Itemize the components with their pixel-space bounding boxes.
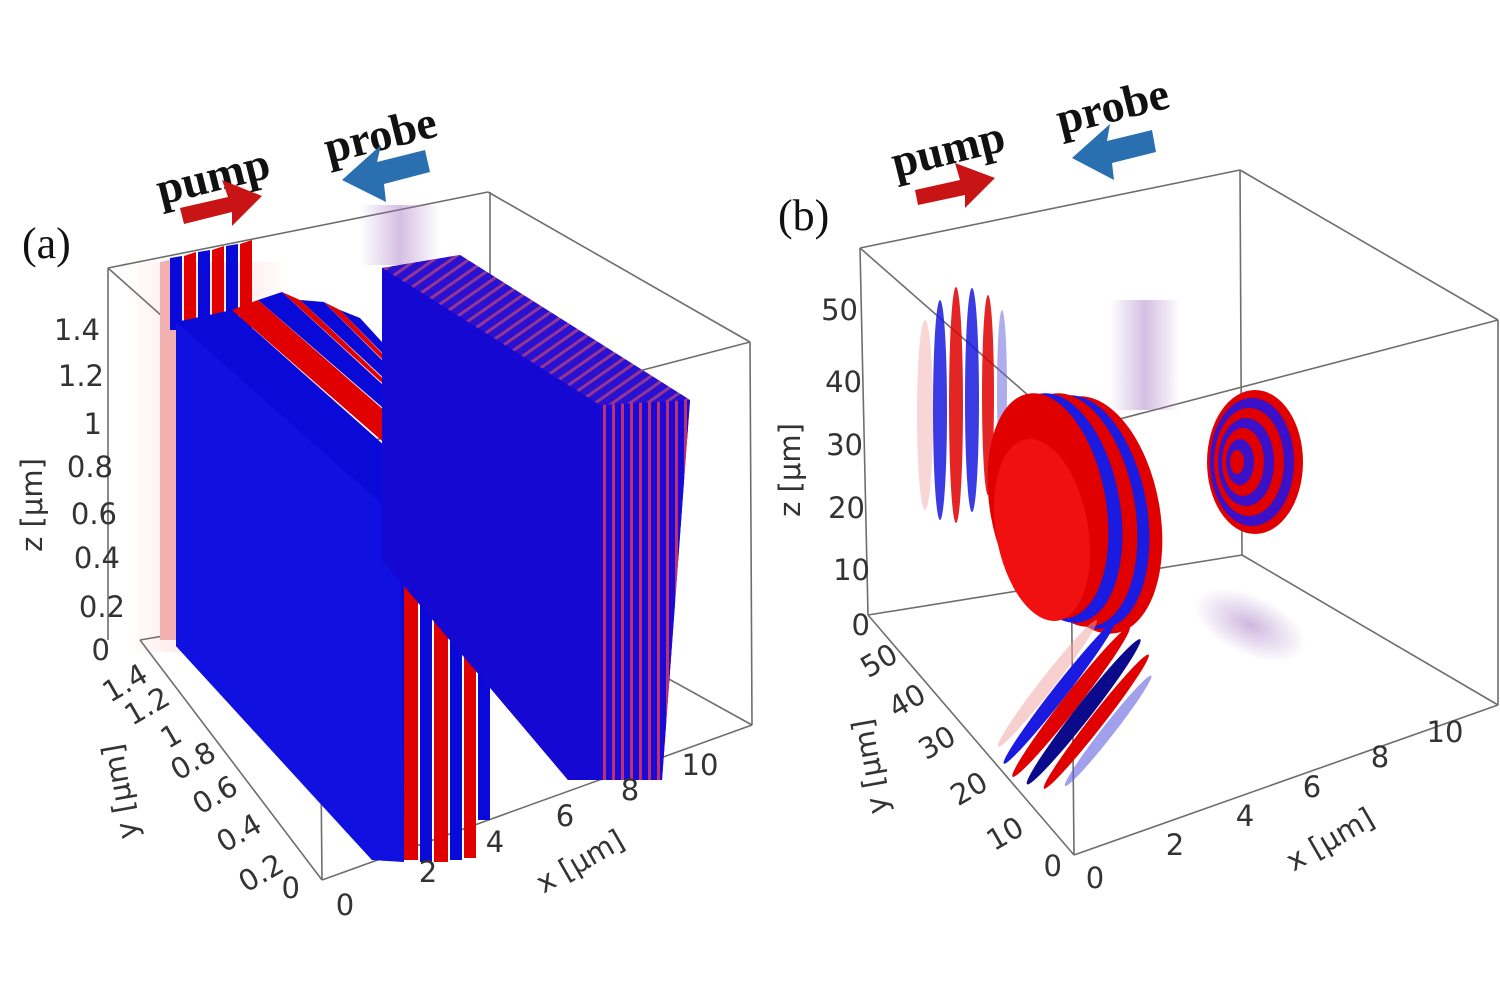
panel-a-pump-sheets (160, 240, 490, 862)
panel-a-z-label: z [μm] (15, 458, 49, 552)
panel-a: (a) pump probe (15, 96, 753, 922)
panel-a-x-tick: 8 (621, 773, 639, 807)
panel-b-z-tick: 10 (833, 553, 870, 587)
panel-a-y-tick: 0.4 (211, 807, 268, 860)
panel-b-x-tick: 4 (1236, 799, 1254, 833)
panel-b-z-label: z [μm] (773, 423, 807, 517)
panel-b-y-label: y [μm] (845, 717, 895, 817)
panel-a-probe-fringe (360, 205, 440, 265)
panel-a-x-label: x [μm] (530, 823, 630, 900)
panel-b-z-tick: 40 (825, 365, 862, 399)
panel-b-x-tick: 0 (1086, 861, 1104, 895)
panel-b-probe-disc (1207, 390, 1303, 534)
panel-b-z-tick: 50 (821, 293, 858, 327)
panel-a-z-tick: 1 (84, 407, 102, 441)
panel-b-y-tick: 0 (1044, 849, 1062, 883)
panel-a-x-tick: 0 (336, 888, 354, 922)
panel-b-x-tick: 8 (1371, 740, 1389, 774)
panel-b-y-tick: 30 (913, 719, 962, 767)
panel-b-y-tick: 40 (883, 677, 932, 725)
panel-b-y-tick: 50 (855, 637, 904, 685)
panel-b-probe-arrow-icon (1072, 124, 1156, 180)
panel-a-probe-block (382, 255, 690, 780)
panel-b-pump-arrow-icon (915, 163, 995, 208)
panel-a-z-axis: 0 0.2 0.4 0.6 0.8 1 1.2 1.4 z [μm] (15, 313, 125, 667)
panel-a-z-tick: 0.4 (74, 541, 120, 575)
panel-a-x-tick: 6 (556, 799, 574, 833)
panel-a-z-tick: 0 (92, 633, 110, 667)
panel-a-z-tick: 0.2 (79, 590, 125, 624)
panel-b-x-tick: 2 (1166, 828, 1184, 862)
panel-a-z-tick: 0.8 (67, 450, 113, 484)
panel-b-y-tick: 20 (945, 765, 994, 813)
panel-a-x-tick: 2 (419, 855, 437, 889)
panel-b-y-tick: 10 (981, 810, 1030, 858)
panel-b-x-axis: 0 2 4 6 8 10 x [μm] (1086, 715, 1464, 895)
panel-b-z-tick: 20 (828, 491, 865, 525)
panel-b-label: (b) (778, 191, 829, 240)
panel-b-x-tick: 6 (1303, 770, 1321, 804)
panel-b-z-axis: 0 10 20 30 40 50 z [μm] (773, 293, 870, 642)
panel-b-pump-label: pump (886, 110, 1010, 187)
panel-a-z-tick: 1.2 (58, 359, 104, 393)
panel-a-z-tick: 1.4 (54, 313, 100, 347)
panel-a-pump-arrow-icon (180, 180, 262, 226)
panel-a-probe-arrow-icon (342, 145, 430, 202)
panel-b: (b) pump probe (773, 67, 1499, 895)
panel-b-pump-disc (987, 393, 1163, 634)
panel-b-floor-fringes (997, 587, 1306, 789)
panel-a-x-tick: 10 (682, 748, 719, 782)
panel-b-x-label: x [μm] (1280, 801, 1380, 878)
panel-b-z-tick: 0 (852, 608, 870, 642)
panel-b-z-tick: 30 (826, 428, 863, 462)
panel-a-label: (a) (22, 219, 71, 268)
panel-a-z-tick: 0.6 (71, 497, 117, 531)
panel-a-y-tick: 0 (282, 871, 300, 905)
panel-b-probe-wall-haze (1110, 300, 1180, 410)
panel-a-x-tick: 4 (486, 825, 504, 859)
panel-b-probe-label: probe (1051, 67, 1174, 144)
panel-a-y-label: y [μm] (95, 742, 145, 842)
panel-b-x-tick: 10 (1427, 715, 1464, 749)
